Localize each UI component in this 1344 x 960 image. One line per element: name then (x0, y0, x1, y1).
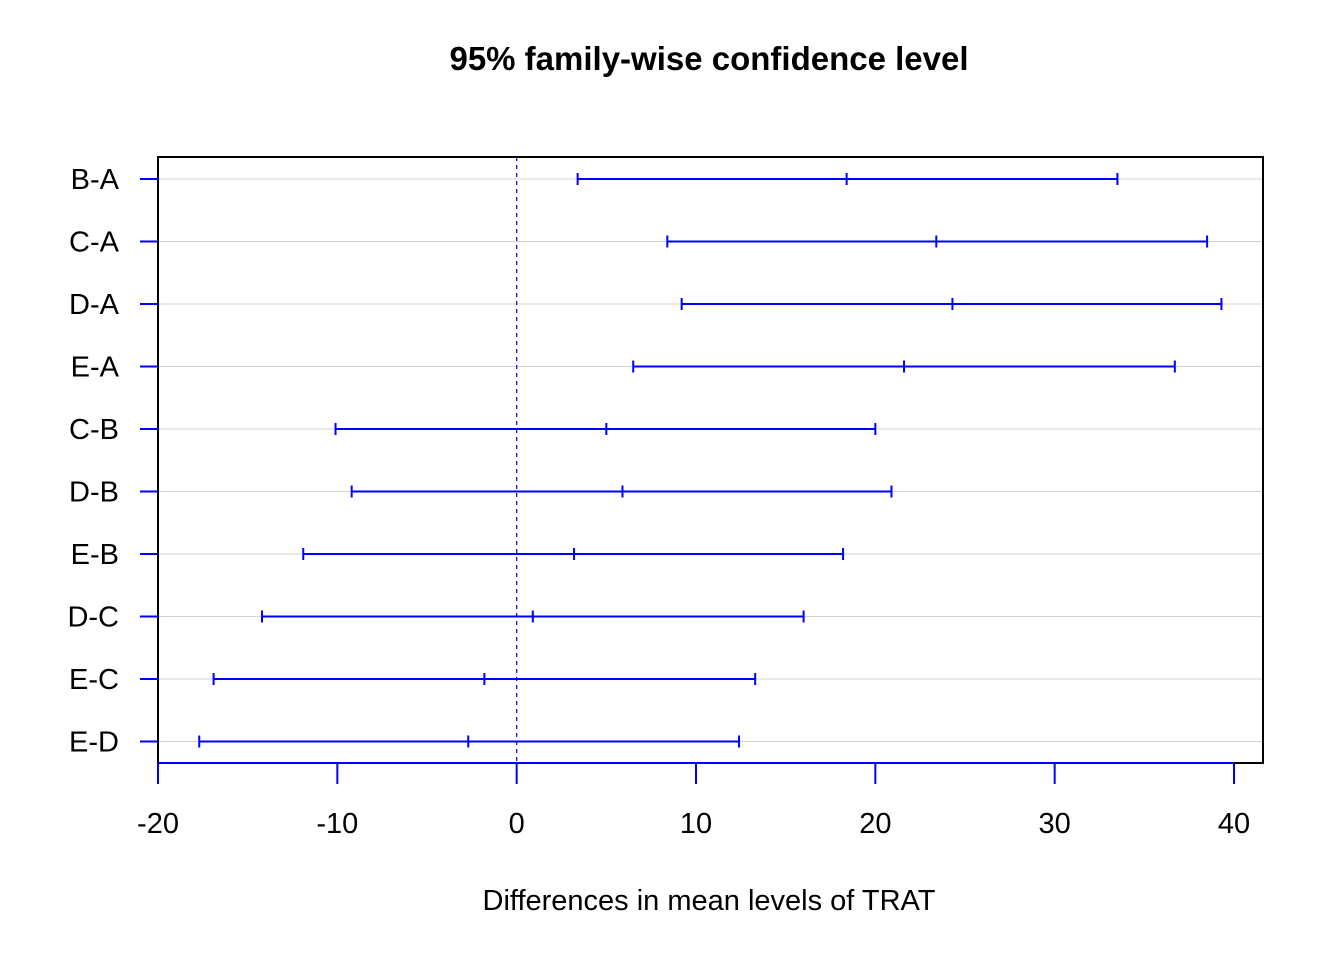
interval-c-b (334, 423, 877, 435)
interval-d-a (680, 298, 1223, 310)
y-tick-label: E-B (71, 539, 119, 571)
interval-e-d (198, 735, 741, 748)
x-tick-label: 30 (1039, 808, 1071, 840)
x-tick-label: 10 (680, 808, 712, 840)
y-tick-label: D-C (67, 602, 119, 634)
interval-d-c (261, 610, 805, 623)
y-tick-label: C-A (69, 227, 120, 259)
interval-e-c (212, 673, 757, 685)
interval-d-b (350, 485, 893, 498)
interval-c-a (666, 235, 1209, 248)
interval-b-a (576, 173, 1119, 185)
chart-title: 95% family-wise confidence level (449, 40, 968, 77)
x-axis: -20 -10 0 10 20 30 40 (137, 762, 1250, 840)
y-tick-label: E-C (69, 664, 119, 696)
y-tick-label: B-A (71, 164, 120, 196)
x-tick-label: -20 (137, 808, 179, 840)
interval-e-a (632, 360, 1176, 373)
x-axis-label: Differences in mean levels of TRAT (483, 885, 936, 917)
x-tick-label: 40 (1218, 808, 1250, 840)
x-tick-label: -10 (316, 808, 358, 840)
interval-layer (198, 173, 1223, 748)
plot-frame (157, 156, 1264, 764)
y-tick-label: E-A (71, 352, 120, 384)
y-tick-label: D-A (69, 289, 120, 321)
y-tick-label: C-B (69, 414, 119, 446)
y-axis: B-A C-A D-A E-A C-B D-B E-B D-C E-C E-D (67, 164, 158, 759)
y-tick-label: D-B (69, 477, 119, 509)
interval-e-b (302, 548, 845, 560)
y-tick-label: E-D (69, 727, 119, 759)
x-tick-label: 0 (509, 808, 525, 840)
grid-layer (158, 178, 1263, 742)
x-tick-label: 20 (859, 808, 891, 840)
